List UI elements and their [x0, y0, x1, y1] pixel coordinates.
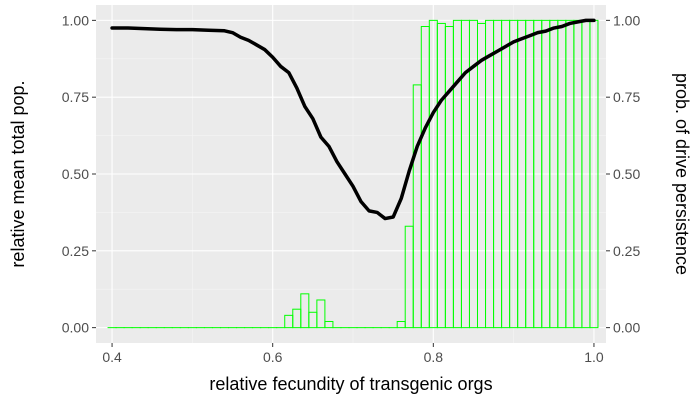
y-tick-label: 1.00: [62, 12, 89, 28]
y2-axis-title: prob. of drive persistence: [672, 73, 692, 275]
x-tick-label: 0.4: [102, 349, 122, 365]
histogram-bar: [300, 293, 310, 329]
axis-layer: 0.4 0.6 0.8 1.0 0.00 0.25 0.50 0.75 1.00 0.00 0.25…: [62, 12, 641, 365]
y2-tick-label: 0.00: [613, 320, 640, 336]
x-tick-label: 0.6: [263, 349, 283, 365]
y-tick-label: 0.25: [62, 243, 89, 259]
y-tick-label: 0.00: [62, 320, 89, 336]
grid-layer: [96, 5, 606, 343]
y-axis-title: relative mean total pop.: [8, 80, 28, 267]
histogram-bar: [316, 299, 326, 329]
y2-tick-label: 0.25: [613, 243, 640, 259]
y-tick-label: 0.75: [62, 89, 89, 105]
x-tick-label: 1.0: [584, 349, 604, 365]
x-tick-label: 0.8: [424, 349, 444, 365]
y-tick-label: 0.50: [62, 166, 89, 182]
y2-tick-label: 1.00: [613, 12, 640, 28]
line-layer: [110, 18, 596, 221]
histogram-bar: [324, 320, 334, 329]
y2-tick-label: 0.75: [613, 89, 640, 105]
x-axis-title: relative fecundity of transgenic orgs: [209, 374, 492, 394]
y2-tick-label: 0.50: [613, 166, 640, 182]
bars-layer: [107, 19, 599, 329]
population-line: [110, 18, 596, 221]
